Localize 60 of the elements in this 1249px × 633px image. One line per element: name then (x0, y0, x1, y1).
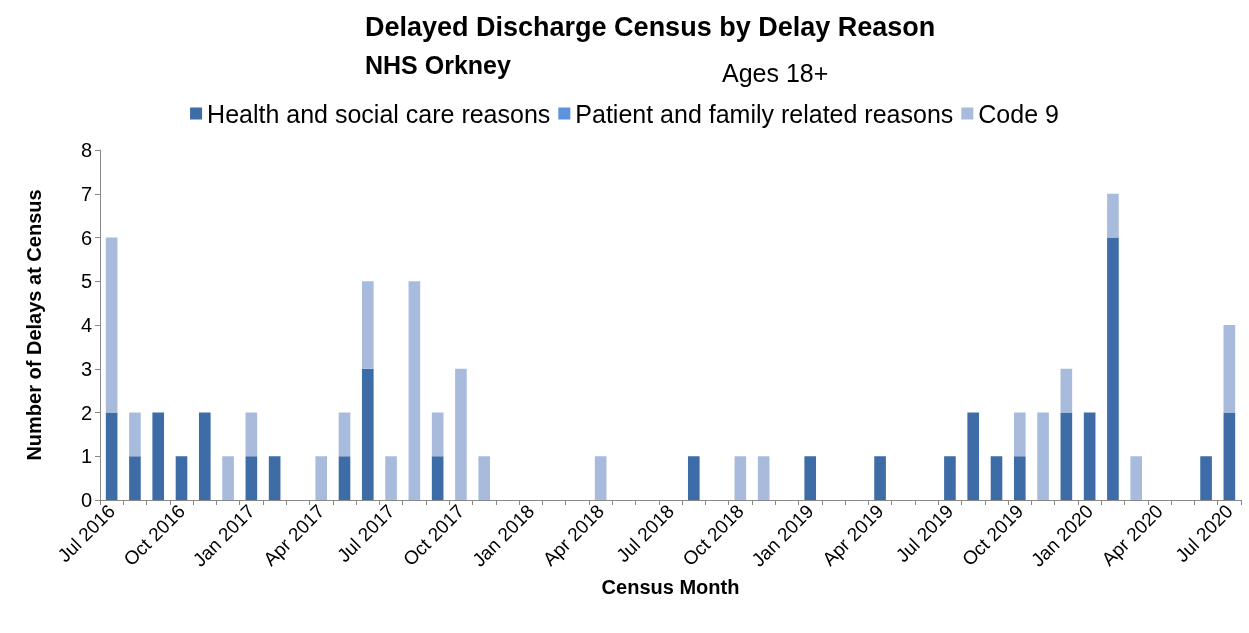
y-tick-label: 0 (80, 489, 92, 511)
bar (967, 412, 980, 500)
bar (1060, 412, 1073, 500)
y-tick-label: 6 (80, 226, 92, 249)
y-tick-label: 2 (80, 401, 92, 424)
bar (1037, 412, 1049, 500)
y-tick-label: 1 (80, 445, 92, 468)
bar (338, 412, 351, 457)
bar (129, 412, 141, 457)
bar (315, 456, 328, 500)
bar (874, 456, 886, 500)
legend-label: Code 9 (978, 99, 1059, 128)
bar (1200, 456, 1212, 500)
y-tick-label: 4 (80, 314, 92, 336)
bar (1130, 456, 1143, 500)
bar (1107, 193, 1119, 238)
bar (1107, 237, 1119, 500)
y-tick-label: 3 (80, 357, 92, 380)
bar (338, 456, 351, 500)
bar (594, 456, 607, 500)
bar (1223, 325, 1236, 413)
bar (198, 412, 211, 500)
bar (105, 237, 118, 413)
chart-title: Delayed Discharge Census by Delay Reason (365, 11, 936, 42)
bar (944, 456, 956, 500)
bar (222, 456, 234, 500)
y-tick-label: 5 (80, 270, 92, 293)
x-axis-title: Census Month (601, 576, 740, 599)
bar (1060, 368, 1073, 413)
bar (1083, 412, 1096, 500)
y-tick-label: 7 (80, 182, 92, 205)
bar (431, 412, 444, 457)
bar (152, 412, 165, 500)
bar (361, 368, 374, 500)
chart-subtitle: NHS Orkney (365, 50, 511, 79)
bar (757, 456, 770, 500)
bar (361, 281, 374, 369)
bar (245, 412, 258, 457)
y-tick-label: 8 (80, 139, 92, 161)
bar (1013, 456, 1026, 500)
bar (268, 456, 281, 500)
bar (385, 456, 397, 500)
bar (1013, 412, 1026, 457)
bar (245, 456, 258, 500)
bar (431, 456, 444, 500)
bar (105, 412, 118, 500)
bar (804, 456, 817, 500)
text: Ages 18+ (722, 58, 829, 87)
bar (408, 281, 421, 500)
y-axis-title: Number of Delays at Census (23, 189, 45, 461)
legend-label: Patient and family related reasons (575, 99, 954, 128)
bar (687, 456, 700, 500)
bar (734, 456, 747, 500)
bar (1223, 412, 1236, 500)
bar (129, 456, 141, 500)
bar (990, 456, 1003, 500)
bar (175, 456, 188, 500)
legend-label: Health and social care reasons (207, 99, 551, 128)
bar (455, 368, 467, 500)
bar (478, 456, 491, 500)
